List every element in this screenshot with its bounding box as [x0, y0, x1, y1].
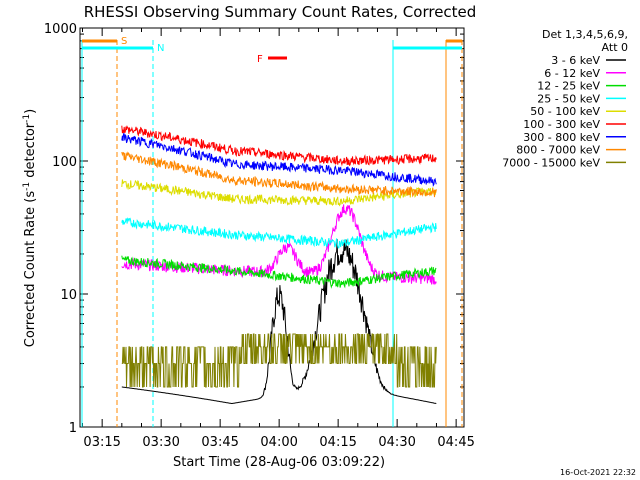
x-axis-label: Start Time (28-Aug-06 03:09:22) [173, 455, 385, 470]
y-tick-labels: 1 10 100 1000 [44, 22, 77, 436]
plot-frame [79, 27, 465, 428]
legend-label: 800 - 7000 keV [516, 144, 600, 157]
night-label: N [157, 43, 164, 54]
series-line [121, 255, 437, 289]
legend-label: 7000 - 15000 keV [502, 156, 600, 169]
legend-label: 12 - 25 keV [537, 80, 600, 93]
x-tick-label: 03:30 [142, 435, 179, 450]
legend-header-2: Att 0 [602, 41, 628, 54]
footer-date: 16-Oct-2021 22:32 [560, 468, 636, 477]
y-axis-label: Corrected Count Rate (s-1 detector-1) [22, 109, 38, 347]
series-line [121, 133, 437, 187]
legend-label: 300 - 800 keV [523, 131, 600, 144]
series-line [121, 125, 437, 167]
y-axis-label-mid: detector [23, 122, 38, 182]
chart-title: RHESSI Observing Summary Count Rates, Co… [84, 3, 477, 21]
y-axis-label-sup1: -1 [22, 182, 32, 191]
y-tick-label: 10 [60, 288, 77, 303]
y-axis-label-sup2: -1 [22, 114, 32, 123]
series-line [121, 204, 437, 286]
legend-label: 3 - 6 keV [551, 54, 600, 67]
y-tick-label: 100 [52, 155, 77, 170]
x-tick-label: 04:30 [378, 435, 415, 450]
legend-label: 25 - 50 keV [537, 92, 600, 105]
series-line [121, 151, 437, 198]
y-tick-label: 1000 [44, 22, 77, 37]
series-layer [121, 125, 437, 404]
x-tick-labels: 03:15 03:30 03:45 04:00 04:15 04:30 04:45 [83, 435, 474, 450]
x-tick-label: 04:00 [260, 435, 297, 450]
y-tick-label: 1 [69, 421, 77, 436]
y-axis-label-main: Corrected Count Rate (s [23, 191, 38, 348]
flare-label: F [257, 54, 263, 65]
legend-label: 50 - 100 keV [530, 105, 600, 118]
x-tick-label: 03:45 [201, 435, 238, 450]
series-line [121, 239, 437, 404]
legend-label: 100 - 300 keV [523, 118, 600, 131]
x-tick-label: 03:15 [83, 435, 120, 450]
x-tick-label: 04:45 [437, 435, 474, 450]
series-line [121, 217, 437, 249]
series-line [121, 333, 437, 388]
x-tick-label: 04:15 [319, 435, 356, 450]
y-axis-label-end: ) [23, 109, 38, 114]
legend-header-1: Det 1,3,4,5,6,9, [542, 28, 628, 41]
saa-label: S [121, 36, 127, 47]
legend-label: 6 - 12 keV [544, 67, 600, 80]
tick-marks [80, 27, 464, 428]
series-line [121, 179, 437, 207]
